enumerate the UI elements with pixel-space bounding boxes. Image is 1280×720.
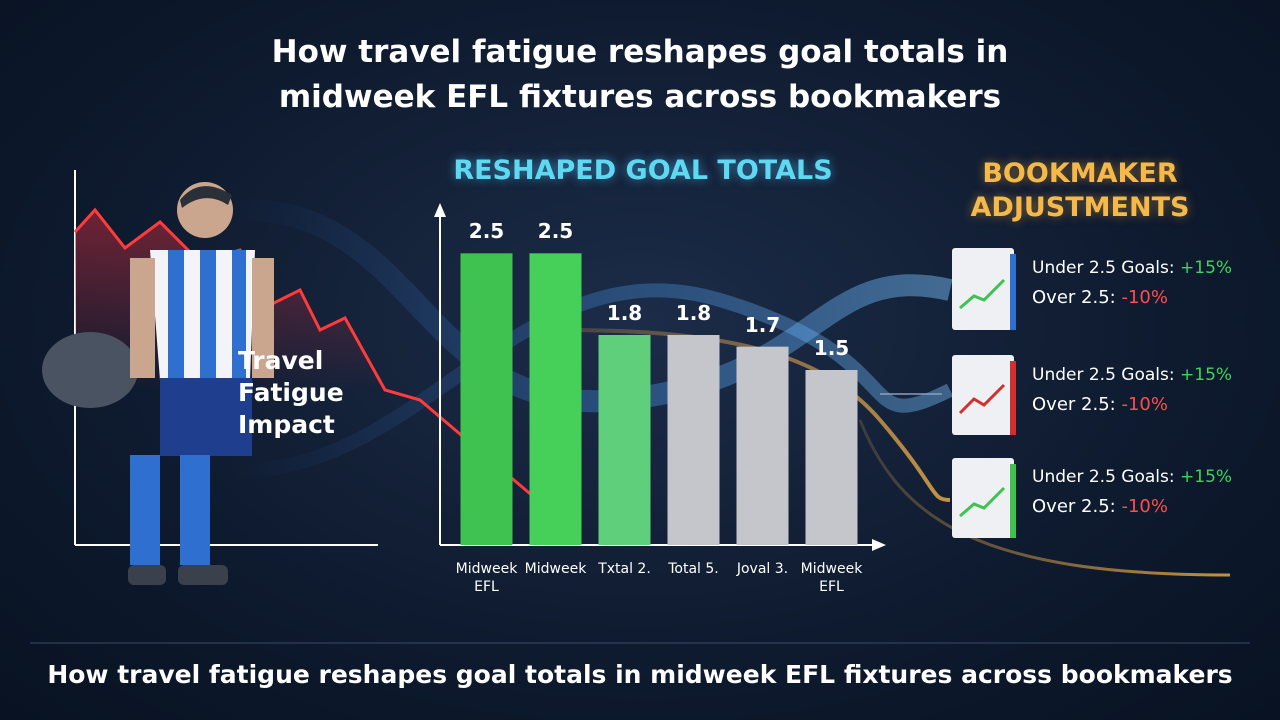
bar	[529, 253, 582, 546]
x-tick-label: Joval 3.	[736, 561, 789, 577]
value-label: 1.8	[675, 301, 712, 325]
over-label: Over 2.5:	[1032, 496, 1116, 517]
over-change: -10%	[1121, 287, 1168, 308]
value-label: 1.5	[813, 336, 850, 360]
axis-arrow	[872, 539, 886, 551]
chart-title: RESHAPED GOAL TOTALS	[453, 155, 833, 186]
under-label: Under 2.5 Goals:	[1032, 365, 1175, 385]
axis-arrow	[434, 203, 446, 217]
over-change: -10%	[1121, 496, 1168, 517]
bar	[598, 335, 651, 545]
bar	[460, 253, 513, 546]
under-change: +15%	[1180, 365, 1233, 385]
under-change: +15%	[1180, 258, 1233, 278]
bar	[805, 370, 858, 545]
card-text: Under 2.5 Goals: +15% Over 2.5: -10%	[1032, 462, 1232, 522]
bar	[736, 346, 789, 545]
x-tick-label: Total 5.	[668, 561, 719, 577]
x-tick-label: Midweek	[524, 561, 587, 577]
footer: How travel fatigue reshapes goal totals …	[47, 660, 1233, 689]
bookmaker-title: BOOKMAKER ADJUSTMENTS	[970, 158, 1190, 223]
over-label: Over 2.5:	[1032, 287, 1116, 308]
over-label: Over 2.5:	[1032, 394, 1116, 415]
bar	[667, 335, 720, 545]
card-text: Under 2.5 Goals: +15% Over 2.5: -10%	[1032, 253, 1232, 313]
flow	[229, 283, 954, 478]
over-change: -10%	[1121, 394, 1168, 415]
x-tick-label: Midweek EFL	[800, 561, 863, 595]
player-illustration	[42, 182, 274, 585]
under-label: Under 2.5 Goals:	[1032, 467, 1175, 487]
bar-chart	[434, 203, 886, 551]
x-tick-label: Txtal 2.	[598, 561, 651, 577]
under-label: Under 2.5 Goals:	[1032, 258, 1175, 278]
value-label: 1.7	[744, 312, 781, 337]
card-text: Under 2.5 Goals: +15% Over 2.5: -10%	[1032, 360, 1232, 420]
cards	[880, 248, 1016, 538]
value-label: 2.5	[537, 219, 574, 244]
value-label: 1.8	[606, 301, 643, 325]
under-change: +15%	[1180, 467, 1233, 487]
value-label: 2.5	[468, 219, 505, 244]
page-title: How travel fatigue reshapes goal totals …	[271, 34, 1009, 115]
x-tick-label: Midweek EFL	[455, 561, 518, 595]
panel-label: Travel Fatigue Impact	[238, 346, 344, 439]
